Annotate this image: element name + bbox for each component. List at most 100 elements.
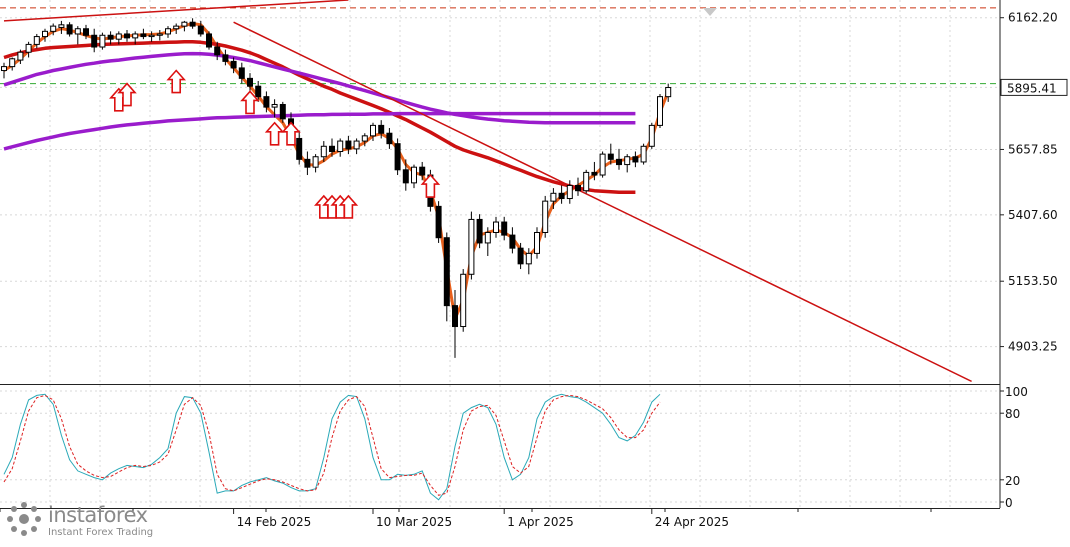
candle — [386, 128, 393, 149]
candle-body — [493, 221, 499, 233]
candle — [648, 122, 655, 149]
candle-body — [173, 25, 180, 30]
candle-body — [468, 218, 475, 275]
candle-body — [591, 171, 598, 176]
candle-body — [25, 43, 32, 53]
candle-body — [550, 192, 557, 202]
candle — [197, 20, 204, 37]
candle — [575, 177, 581, 196]
candle — [296, 130, 303, 165]
candle — [566, 180, 573, 204]
candle — [476, 214, 483, 249]
candle-body — [370, 124, 376, 137]
candle — [435, 201, 442, 243]
candle-body — [558, 192, 565, 200]
candle — [312, 154, 319, 173]
candle — [550, 188, 557, 209]
candle — [607, 143, 614, 165]
candle — [493, 216, 499, 238]
candle — [509, 227, 516, 254]
candle — [657, 94, 663, 128]
candle — [452, 289, 458, 358]
trendline — [233, 21, 972, 383]
candle-body — [296, 137, 303, 160]
moving-average-line-4 — [3, 111, 636, 151]
candle-body — [476, 218, 483, 244]
candle-body — [279, 103, 286, 120]
candle — [1, 62, 7, 79]
candle — [140, 28, 147, 40]
candle-body — [255, 85, 262, 98]
candle — [214, 41, 221, 61]
candle-body — [632, 156, 639, 163]
candle-body — [124, 33, 130, 39]
candle-body — [640, 145, 647, 163]
candle — [58, 20, 65, 34]
candle — [156, 30, 163, 41]
candle — [99, 32, 106, 50]
candle — [378, 120, 385, 139]
candle-body — [156, 33, 163, 36]
osc-tick-label: 0 — [1005, 496, 1013, 510]
candle-body — [42, 30, 48, 38]
price-tick-label: 4903.25 — [1008, 340, 1058, 354]
candle-body — [525, 252, 532, 265]
candle-body — [1, 66, 7, 72]
candle-body — [361, 135, 368, 142]
candle-body — [197, 25, 204, 35]
date-tick-label: 10 Mar 2025 — [376, 515, 452, 529]
candle — [17, 49, 24, 64]
candle-body — [238, 67, 245, 79]
candle-body — [33, 36, 40, 45]
candle — [222, 49, 229, 66]
candle — [402, 159, 409, 191]
candle-body — [115, 33, 122, 40]
candle — [624, 154, 631, 173]
candle — [74, 26, 81, 45]
candle — [247, 73, 253, 92]
oscillator-line-1 — [3, 393, 661, 501]
osc-tick-label: 80 — [1005, 407, 1020, 421]
candle-body — [132, 33, 139, 39]
candle-body — [99, 34, 106, 48]
candle-body — [107, 34, 114, 40]
candle — [517, 242, 524, 270]
candle-body — [665, 87, 672, 98]
current-price-box — [1000, 78, 1068, 96]
candle-body — [534, 231, 540, 254]
instaforex-logo: instaforex Instant Forex Trading — [0, 497, 180, 543]
candle-body — [542, 200, 549, 233]
candle — [279, 101, 286, 123]
candle — [329, 138, 335, 157]
candle — [165, 26, 171, 38]
candle — [230, 57, 237, 74]
candle-body — [575, 184, 581, 192]
candle — [411, 164, 417, 189]
candle — [124, 30, 130, 42]
signal-arrows — [109, 69, 441, 219]
candle-body — [83, 28, 89, 36]
candle-body — [411, 166, 417, 184]
candle — [665, 83, 672, 102]
candle-body — [165, 28, 171, 35]
candle-body — [271, 103, 278, 108]
candle — [148, 31, 155, 42]
candle-body — [9, 58, 16, 68]
up-arrow-icon — [166, 69, 186, 94]
candle — [33, 33, 40, 49]
candle — [534, 227, 540, 259]
candle-body — [247, 77, 253, 87]
candle — [304, 151, 311, 176]
chart-frame — [0, 0, 1001, 509]
candle — [353, 138, 360, 155]
candle-body — [181, 21, 188, 27]
candle-body — [443, 237, 450, 307]
candle-body — [214, 46, 221, 56]
candle-body — [74, 28, 81, 35]
trendline — [3, 0, 349, 22]
candle — [542, 195, 549, 238]
candle-body — [435, 205, 442, 239]
candle — [394, 138, 401, 176]
logo-tagline: Instant Forex Trading — [48, 527, 154, 538]
candle-body — [501, 221, 508, 236]
